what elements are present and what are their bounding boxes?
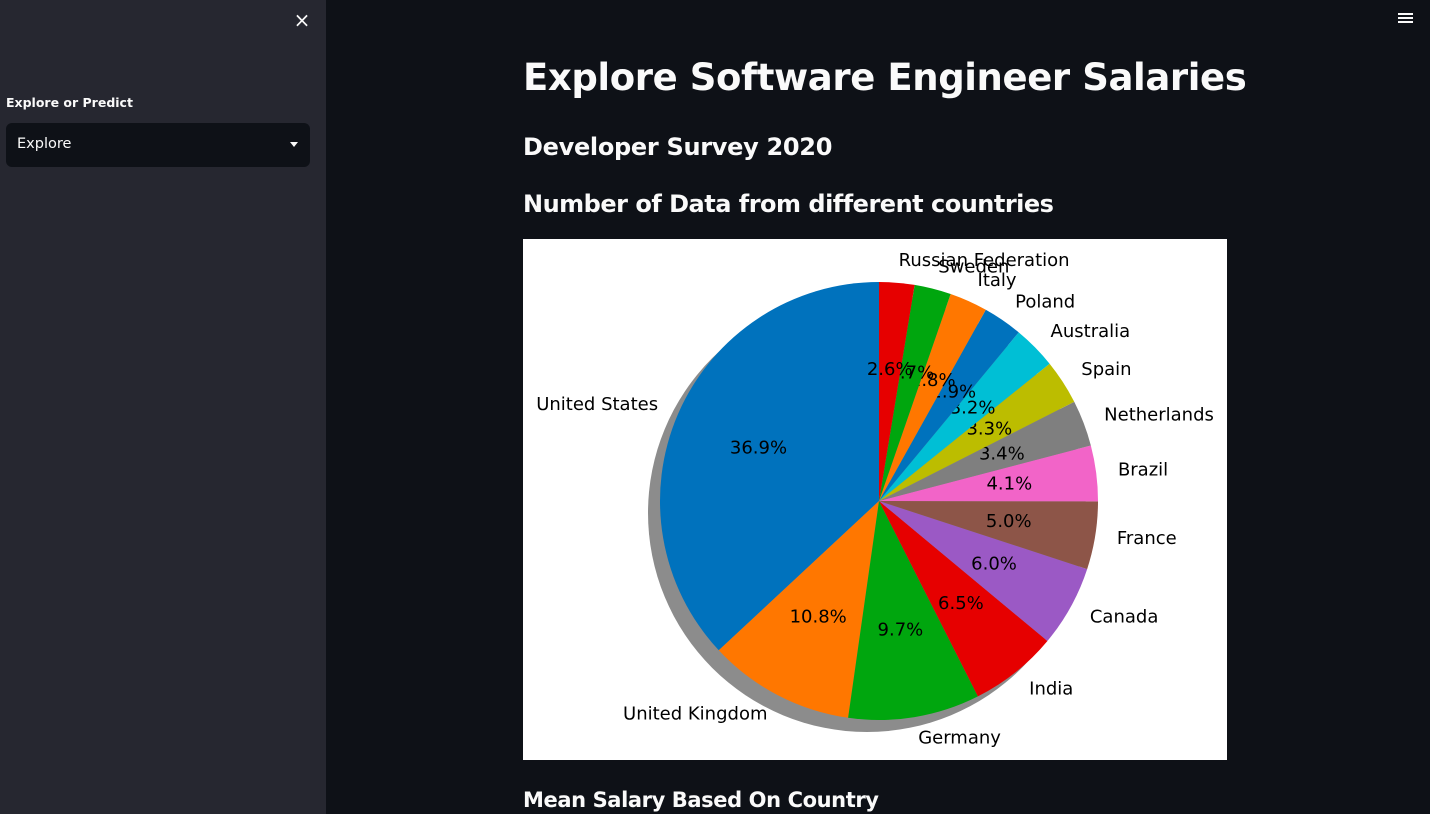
mode-select[interactable]: Explore — [6, 123, 310, 167]
pie-slice — [718, 501, 879, 718]
pie-slice — [879, 401, 1091, 501]
pie-slice-percent: 3.4% — [979, 443, 1025, 464]
page-title: Explore Software Engineer Salaries — [523, 56, 1247, 99]
pie-slice — [879, 332, 1050, 501]
pie-slice-label: France — [1117, 528, 1177, 549]
pie-slice-percent: 4.1% — [986, 473, 1032, 494]
pie-slice-label: Sweden — [938, 256, 1009, 277]
mean-salary-heading: Mean Salary Based On Country — [523, 788, 879, 812]
pie-slice-label: Canada — [1090, 606, 1159, 627]
pie-slice-label: Poland — [1015, 291, 1075, 312]
caret-down-icon — [290, 142, 298, 147]
pie-slice — [879, 501, 1098, 570]
page-subtitle: Developer Survey 2020 — [523, 133, 833, 161]
pie-slice — [879, 501, 1048, 697]
pie-slice-label: India — [1029, 678, 1073, 699]
pie-slice-percent: 5.0% — [986, 511, 1032, 532]
pie-slice-percent: 36.9% — [730, 438, 787, 459]
pie-chart: United States 36.9% United Kingdom 10.8% Ger… — [523, 239, 1227, 760]
pie-slice-label: Australia — [1051, 321, 1131, 342]
pie-slice-percent: 2.6% — [867, 359, 913, 380]
pie-slice — [848, 501, 978, 720]
pie-slice-label: Germany — [918, 728, 1001, 749]
pie-slice — [879, 309, 1019, 501]
pie-slice — [879, 363, 1075, 501]
pie-slice-label: United Kingdom — [623, 704, 767, 725]
pie-slice — [660, 282, 879, 651]
hamburger-icon — [1398, 13, 1413, 15]
pie-slice-label: United States — [536, 394, 658, 415]
pie-slice-label: Russian Federation — [899, 250, 1070, 271]
pie-slice-percent: 3.2% — [950, 398, 996, 419]
pie-slice-percent: 6.5% — [938, 593, 984, 614]
pie-chart-svg: United States 36.9% United Kingdom 10.8% Ger… — [536, 250, 1214, 749]
pie-slice-percent: 10.8% — [790, 606, 847, 627]
hamburger-icon-bar — [1398, 17, 1413, 19]
pie-slice-percent: 3.3% — [966, 419, 1012, 440]
pie-slice-label: Spain — [1081, 359, 1131, 380]
chart-heading: Number of Data from different countries — [523, 190, 1054, 218]
pie-slice-label: Brazil — [1118, 459, 1168, 480]
pie-slice-percent: 9.7% — [878, 620, 924, 641]
pie-slice — [879, 284, 951, 501]
pie-slice-label: Netherlands — [1104, 404, 1214, 425]
pie-slice — [879, 501, 1088, 641]
mode-select-label: Explore or Predict — [6, 95, 133, 110]
main-menu-button[interactable] — [1396, 10, 1416, 26]
sidebar: × Explore or Predict Explore — [0, 0, 326, 814]
pie-slice — [879, 282, 915, 501]
pie-slice-label: Italy — [978, 270, 1017, 291]
close-icon: × — [293, 8, 311, 32]
mode-select-value: Explore — [17, 136, 72, 152]
pie-slice — [879, 294, 986, 501]
close-sidebar-button[interactable]: × — [290, 8, 314, 32]
pie-slice — [879, 445, 1098, 502]
pie-slice-percent: 6.0% — [971, 554, 1017, 575]
hamburger-icon-bar — [1398, 21, 1413, 23]
